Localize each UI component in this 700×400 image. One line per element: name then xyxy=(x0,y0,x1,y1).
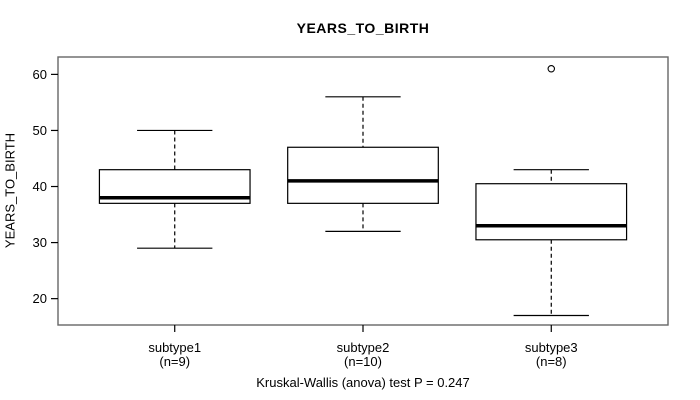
outlier-point xyxy=(547,65,556,73)
chart-title: YEARS_TO_BIRTH xyxy=(296,20,430,36)
x-tick-label: subtype2 xyxy=(337,340,390,355)
y-tick-label: 40 xyxy=(33,179,47,194)
boxplot-subtype1 xyxy=(98,129,251,249)
iqr-box xyxy=(287,146,439,204)
y-tick-label: 20 xyxy=(33,291,47,306)
x-tick-n-label: (n=8) xyxy=(536,354,567,369)
boxplot-subtype3 xyxy=(475,65,628,317)
stat-test-caption: Kruskal-Wallis (anova) test P = 0.247 xyxy=(256,375,470,390)
y-tick-label: 30 xyxy=(33,235,47,250)
y-tick-label: 50 xyxy=(33,123,47,138)
iqr-box xyxy=(475,183,628,241)
x-tick-label: subtype1 xyxy=(148,340,201,355)
x-tick-n-label: (n=9) xyxy=(159,354,190,369)
x-tick-label: subtype3 xyxy=(525,340,578,355)
x-tick-n-label: (n=10) xyxy=(344,354,382,369)
y-tick-label: 60 xyxy=(33,67,47,82)
boxplot-subtype2 xyxy=(287,96,439,232)
